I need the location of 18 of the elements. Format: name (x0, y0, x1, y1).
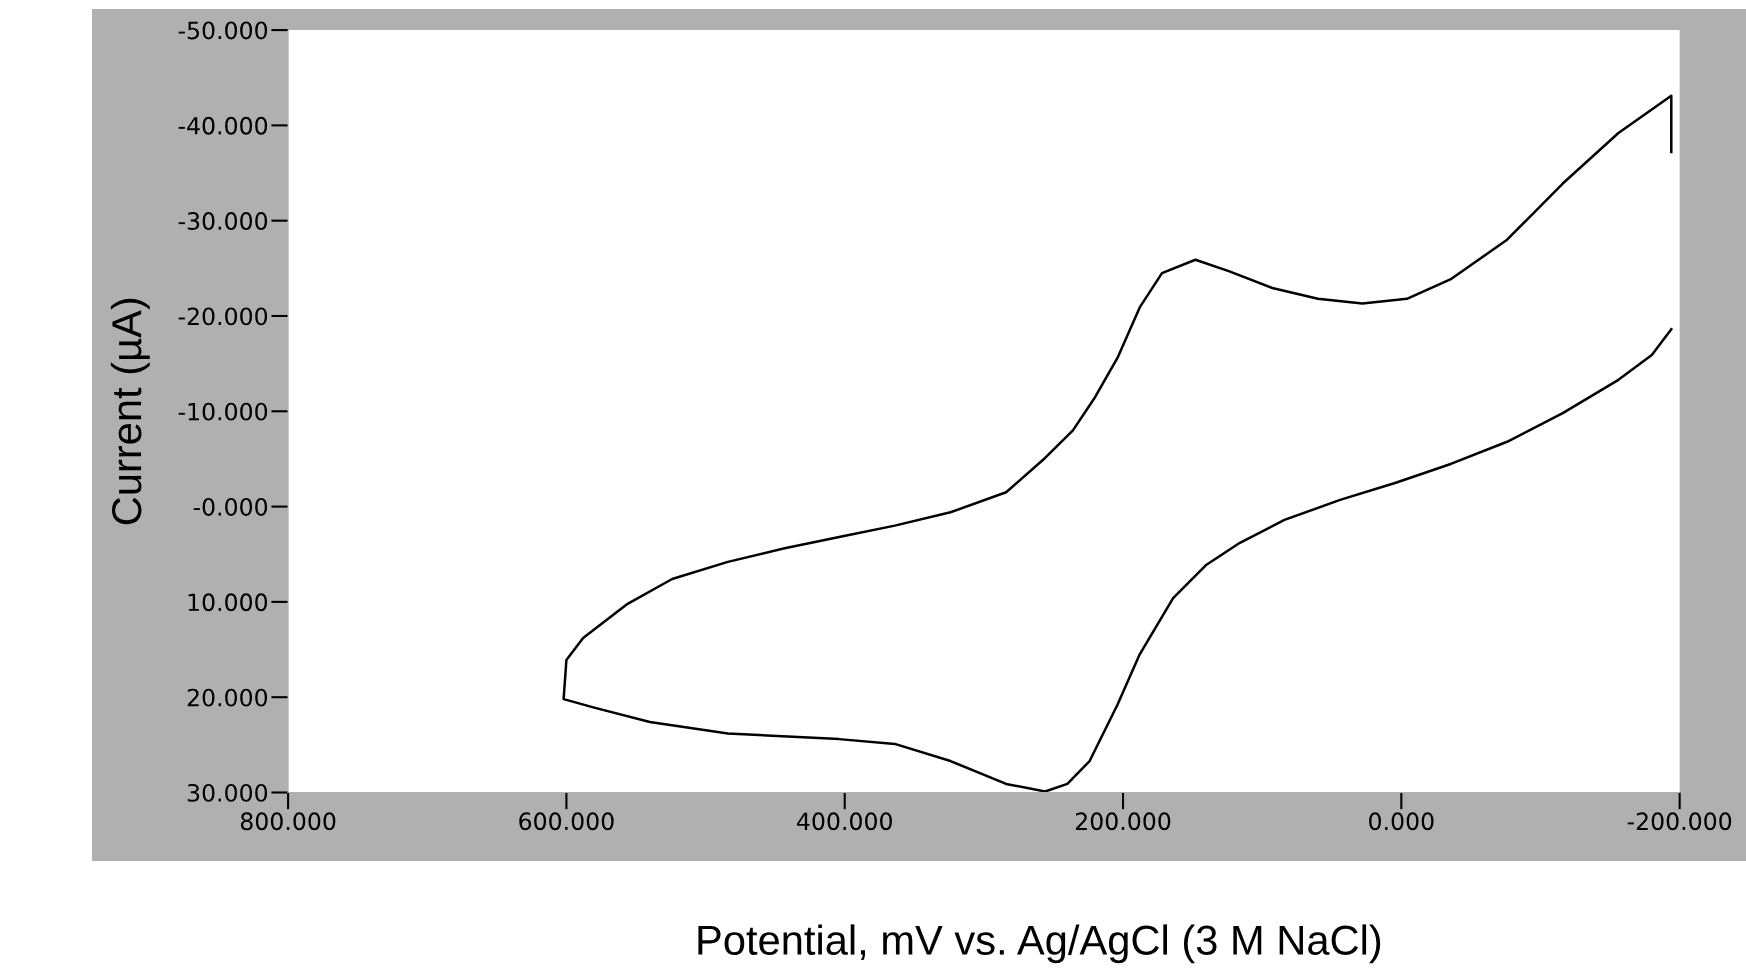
x-tick-label: 0.000 (1369, 812, 1434, 831)
y-tick-label: -40.000 (178, 116, 268, 135)
y-tick-label: 10.000 (188, 593, 268, 612)
y-axis-title: Current (µA) (110, 298, 150, 525)
x-tick-label: 200.000 (1075, 812, 1171, 831)
x-tick-label: 400.000 (797, 812, 892, 831)
y-tick-label: -50.000 (178, 21, 268, 40)
y-tick-label: -30.000 (178, 212, 268, 230)
x-tick-label: 800.000 (240, 812, 336, 831)
y-tick-label: -0.000 (193, 498, 268, 516)
y-tick-label: 20.000 (187, 688, 268, 707)
x-tick-label: -200.000 (1627, 812, 1732, 831)
y-tick-label: -20.000 (178, 307, 268, 326)
x-tick-label: 600.000 (519, 812, 614, 831)
y-tick-label: 30.000 (187, 783, 268, 802)
line-series (562, 94, 1673, 793)
x-axis-title: Potential, mV vs. Ag/AgCl (3 M NaCl) (698, 924, 1381, 964)
y-tick-label: -10.000 (178, 402, 268, 421)
